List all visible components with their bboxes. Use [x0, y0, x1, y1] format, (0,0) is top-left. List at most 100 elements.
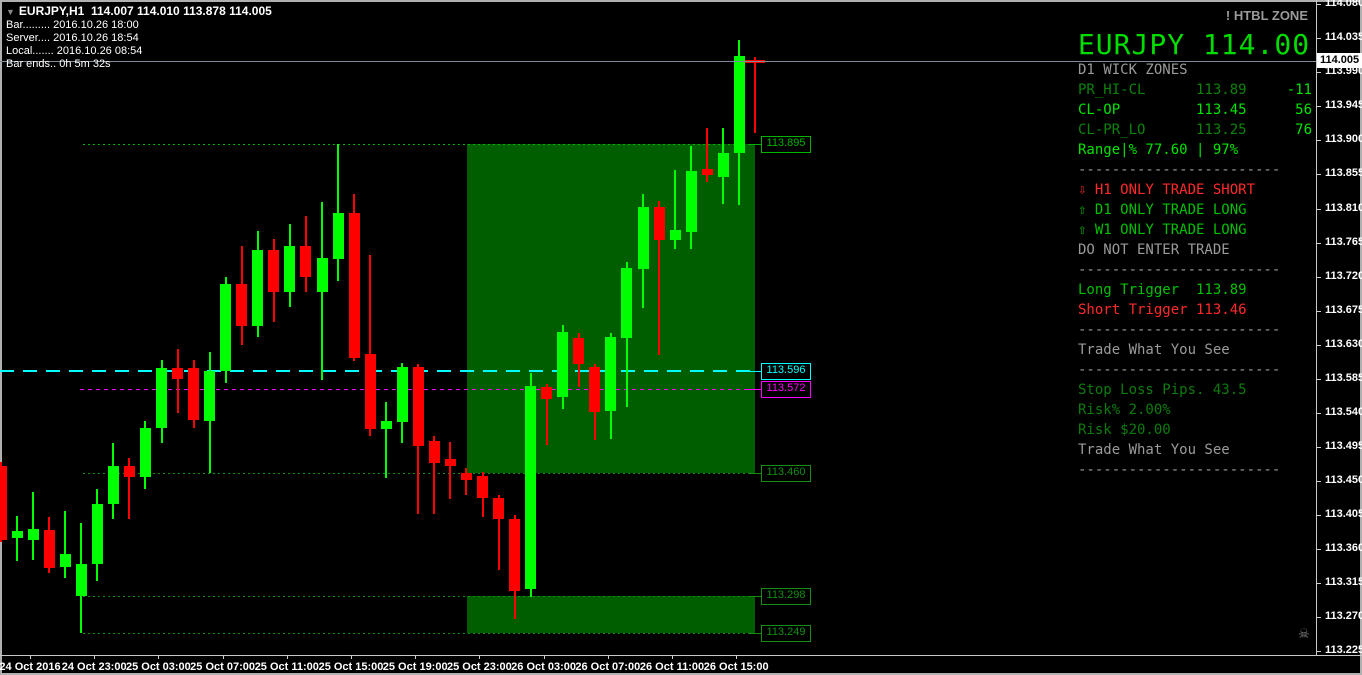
htbl-zone-watermark: ! HTBL ZONE — [1225, 8, 1308, 23]
panel-title-symbol-price: EURJPY 114.00 — [1077, 28, 1311, 61]
price-tick-label: 113.405 — [1325, 508, 1362, 521]
candle-wick — [369, 255, 372, 437]
price-tick-label: 113.450 — [1325, 474, 1362, 487]
price-tick-label: 114.080 — [1325, 0, 1362, 10]
panel-stat-cell: 56 — [1295, 102, 1312, 118]
price-tick-label: 113.540 — [1325, 405, 1362, 418]
candle — [396, 366, 408, 422]
candle — [637, 207, 649, 270]
price-tick — [1316, 378, 1321, 380]
local-time-line: Local....... 2016.10.26 08:54 — [6, 45, 143, 57]
candle-wick — [385, 402, 388, 479]
level-price-label: 113.596 — [761, 362, 811, 380]
panel-text-row: D1 WICK ZONES — [1078, 62, 1188, 78]
level-label-connector — [748, 596, 761, 598]
candle — [605, 337, 617, 411]
level-price-label: 113.298 — [761, 588, 811, 606]
price-axis[interactable]: 114.080 114.035 113.990 113.945 113.900 113.8… — [1316, 0, 1362, 657]
current-price-line — [0, 60, 1316, 62]
price-tick-label: 113.225 — [1325, 644, 1362, 657]
panel-text-row: ⇧ D1 ONLY TRADE LONG — [1078, 202, 1247, 218]
candle — [717, 152, 729, 178]
time-tick — [607, 655, 609, 659]
candle — [701, 169, 713, 176]
time-axis[interactable]: 24 Oct 2016 24 Oct 23:00 25 Oct 03:00 25 Oc… — [0, 655, 1316, 675]
candle — [300, 246, 312, 277]
candle — [509, 518, 521, 591]
level-label-connector — [748, 370, 761, 372]
panel-text-row: Short Trigger 113.46 — [1078, 302, 1247, 318]
price-tick-label: 113.900 — [1325, 133, 1362, 146]
chart-canvas[interactable]: 113.895 113.596 113.572 113.460 113.298 113.2… — [0, 0, 1316, 655]
price-axis-separator — [1316, 0, 1317, 655]
price-tick-label: 113.945 — [1325, 99, 1362, 112]
candle-wick — [545, 384, 548, 446]
price-tick — [1316, 140, 1321, 142]
panel-text-row: Range|% 77.60 | 97% — [1078, 142, 1239, 158]
time-tick — [30, 655, 31, 659]
candle-wick — [465, 468, 468, 496]
time-tick-label: 25 Oct 07:00 — [190, 661, 255, 673]
panel-stat-row: PR_HI-CL 113.89 -11 — [1078, 82, 1312, 102]
candle — [477, 475, 488, 498]
time-tick-label: 26 Oct 07:00 — [575, 661, 641, 673]
info-panel: D1 WICK ZONES PR_HI-CL 113.89 -11 CL-OP 113.4… — [1078, 62, 1312, 482]
price-tick — [1316, 481, 1321, 483]
price-tick-label: 113.810 — [1325, 201, 1362, 214]
candle — [172, 367, 184, 379]
candle — [685, 170, 697, 232]
candle-wick — [16, 515, 19, 562]
panel-stat-cell: 113.25 — [1196, 122, 1247, 138]
panel-separator: ------------------------ — [1078, 162, 1281, 178]
candle — [428, 440, 440, 463]
candle — [332, 213, 344, 260]
candle — [380, 420, 392, 429]
time-tick — [672, 655, 673, 659]
candle — [107, 465, 119, 504]
time-axis-separator — [0, 655, 1362, 656]
time-tick — [94, 655, 96, 659]
level-price-label: 113.460 — [761, 465, 811, 483]
panel-separator: ------------------------ — [1078, 262, 1281, 278]
candle — [156, 367, 167, 429]
candle — [43, 530, 55, 569]
time-tick — [158, 655, 160, 659]
panel-separator: ------------------------ — [1078, 362, 1281, 378]
panel-stat-cell: 113.89 — [1196, 82, 1247, 98]
level-line — [83, 473, 757, 475]
panel-stat-cell: -11 — [1286, 82, 1312, 98]
panel-text-row: Stop Loss Pips. 43.5 — [1078, 382, 1247, 398]
symbol-ohlc-line: ▼ EURJPY,H1 114.007 114.010 113.878 114.0… — [6, 4, 272, 18]
candle — [573, 337, 585, 365]
price-tick — [1316, 412, 1321, 414]
price-tick-label: 113.720 — [1325, 269, 1362, 282]
candle — [493, 497, 505, 519]
time-tick-label: 24 Oct 23:00 — [61, 661, 127, 673]
time-tick-label: 26 Oct 03:00 — [511, 661, 576, 673]
time-tick-label: 26 Oct 11:00 — [639, 661, 705, 673]
candle-wick — [433, 435, 436, 515]
price-tick — [1316, 106, 1321, 108]
candle — [348, 213, 360, 358]
panel-separator: ------------------------ — [1078, 322, 1281, 338]
chevron-down-icon[interactable]: ▼ — [6, 7, 15, 17]
server-time-line: Server.... 2016.10.26 18:54 — [6, 32, 139, 44]
price-tick-label: 113.270 — [1325, 610, 1362, 623]
level-line — [0, 369, 757, 372]
price-tick — [1316, 276, 1321, 278]
bar-time-line: Bar......... 2016.10.26 18:00 — [6, 19, 139, 31]
wick-zone — [467, 596, 755, 634]
price-tick — [1316, 310, 1321, 312]
time-tick-label: 26 Oct 15:00 — [703, 661, 769, 673]
time-tick-label: 25 Oct 19:00 — [382, 661, 448, 673]
price-tick-label: 113.765 — [1325, 235, 1362, 248]
candle — [733, 56, 745, 153]
forming-bar-range — [754, 57, 757, 133]
panel-text-row: Risk $20.00 — [1078, 422, 1171, 438]
price-tick-label: 113.495 — [1325, 440, 1362, 452]
candle — [541, 387, 553, 400]
price-tick-label: 114.035 — [1325, 31, 1362, 44]
candle — [653, 207, 665, 240]
time-tick — [479, 655, 481, 659]
level-label-connector — [748, 388, 761, 390]
